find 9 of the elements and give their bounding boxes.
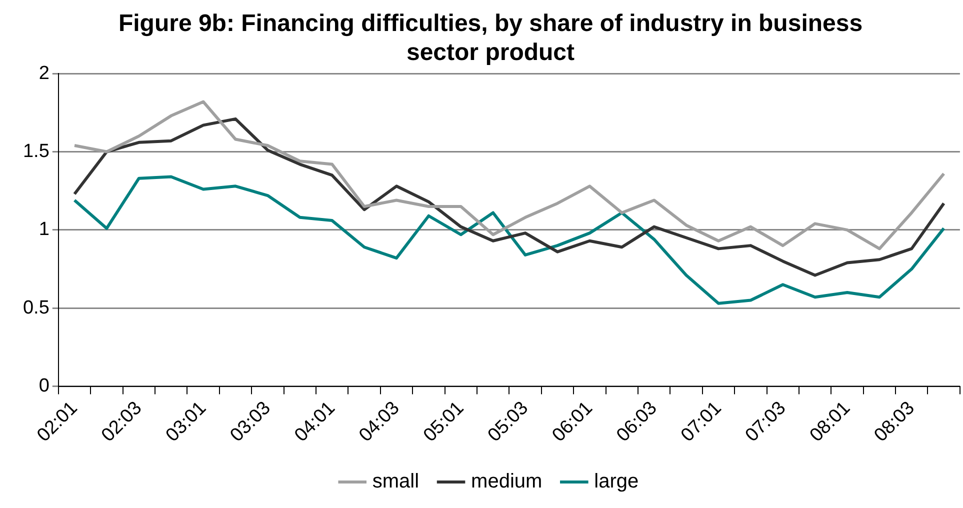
legend-label: large	[594, 470, 639, 493]
chart-title: Figure 9b: Financing difficulties, by share of industry in business sector product	[118, 10, 863, 66]
legend-label: small	[372, 470, 420, 493]
y-tick-label: 2	[38, 62, 50, 84]
y-tick-label: 0.5	[22, 297, 50, 318]
legend-label: medium	[471, 470, 542, 493]
y-tick-label: 1	[38, 219, 50, 240]
y-tick-label: 0	[38, 375, 50, 396]
y-tick-label: 1.5	[22, 141, 50, 162]
